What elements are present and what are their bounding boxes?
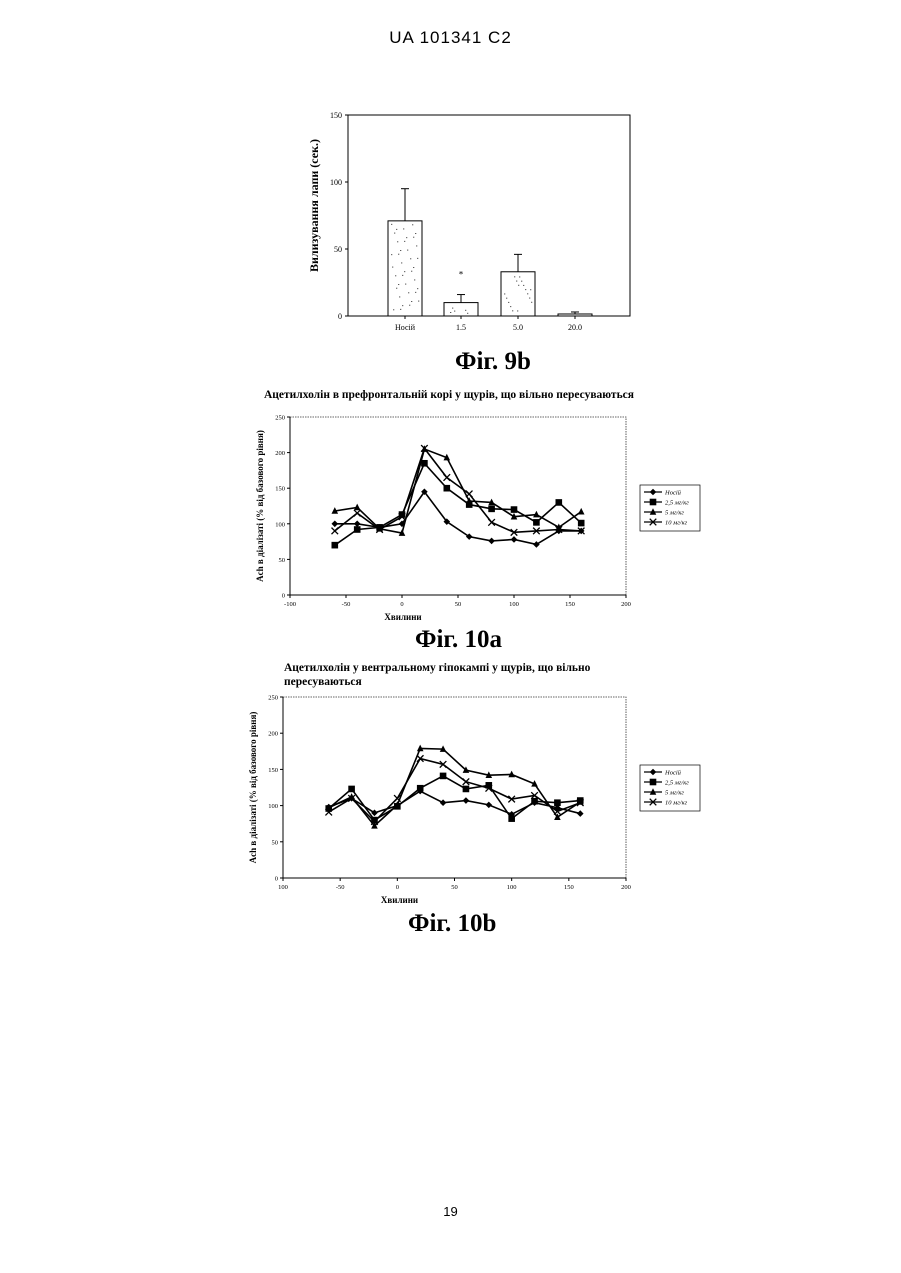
page-number: 19 — [0, 1204, 901, 1219]
x-tick-label: 100 — [507, 884, 517, 891]
x-tick-label: -50 — [336, 884, 345, 891]
data-point-square — [463, 786, 470, 793]
y-axis-label: Ach в діалізаті (% від базового рівня) — [248, 712, 258, 864]
y-tick-label: 250 — [268, 695, 278, 702]
x-tick-label: 0 — [396, 884, 399, 891]
series-line — [329, 759, 581, 822]
data-point-diamond — [577, 810, 584, 817]
legend-label: Носій — [664, 770, 682, 777]
legend-label: 5 мг/кг — [665, 790, 684, 797]
x-tick-label: 200 — [621, 884, 631, 891]
fig10b-caption: Фіг. 10b — [408, 910, 496, 938]
data-point-diamond — [486, 802, 493, 809]
data-point-square — [508, 815, 515, 822]
data-point-diamond — [463, 797, 470, 804]
data-point-square — [650, 779, 657, 786]
x-tick-label: 50 — [451, 884, 458, 891]
y-tick-label: 150 — [268, 767, 278, 774]
data-point-square — [348, 786, 355, 793]
x-axis-label: Хвилини — [381, 895, 418, 905]
legend-label: 2,5 мг/кг — [665, 780, 689, 787]
fig10b-chart: 0 50 100 150 200 250 100 -50 0 50 100 150 200 Хвилини… — [0, 0, 901, 1273]
x-tick-label: 150 — [564, 884, 574, 891]
x-tick-label: 100 — [278, 884, 288, 891]
data-point-square — [417, 785, 424, 792]
data-point-square — [554, 799, 561, 806]
y-tick-label: 50 — [272, 839, 279, 846]
y-tick-label: 100 — [268, 803, 278, 810]
data-point-square — [440, 773, 447, 780]
legend-label: 10 мг/кг — [665, 800, 688, 807]
y-tick-label: 0 — [275, 876, 278, 883]
data-point-square — [531, 798, 538, 805]
plot-frame — [283, 697, 626, 878]
y-tick-label: 200 — [268, 731, 278, 738]
data-point-diamond — [440, 799, 447, 806]
